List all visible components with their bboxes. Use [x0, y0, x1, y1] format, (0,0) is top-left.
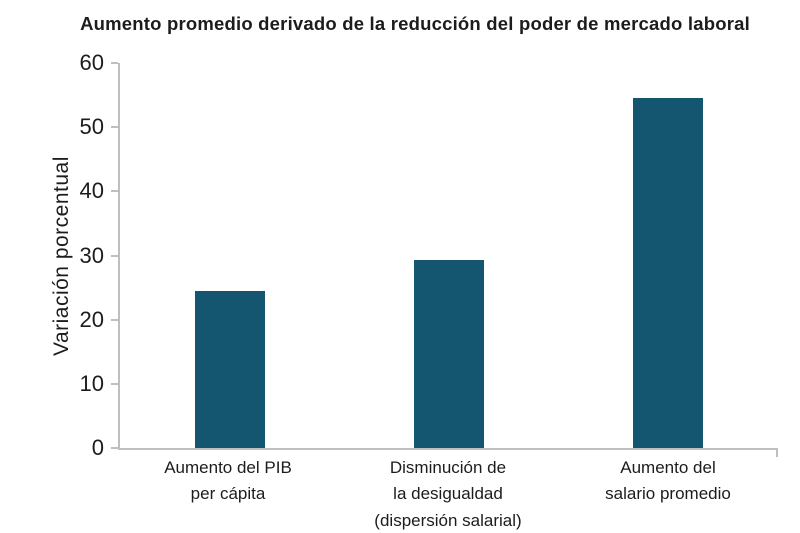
y-tick-label: 50	[79, 114, 104, 140]
y-tick-label: 20	[79, 306, 104, 332]
y-tick-label: 30	[79, 242, 104, 268]
y-tick-mark	[111, 126, 118, 129]
y-tick-label: 0	[91, 435, 104, 460]
y-tick-mark	[111, 318, 118, 321]
y-tick-label: 40	[79, 178, 104, 204]
y-axis-ticks: 0 10 20 30 40 50 60	[62, 52, 108, 459]
plot-area	[111, 62, 778, 457]
bar-3	[633, 98, 704, 448]
chart-title: Aumento promedio derivado de la reducció…	[80, 13, 750, 34]
bar-1	[194, 290, 265, 448]
y-tick-mark	[111, 62, 118, 64]
y-tick-mark	[111, 190, 118, 193]
bar-2	[414, 260, 484, 448]
x-axis-labels: Aumento del PIB per cápita Disminución de…	[118, 455, 778, 533]
y-tick-mark	[111, 382, 118, 385]
x-category-label: Disminución de la desigualdad (dispersió…	[374, 458, 522, 530]
y-tick-mark	[111, 447, 118, 449]
y-tick-mark	[111, 254, 118, 257]
y-tick-label: 10	[79, 370, 104, 396]
x-category-label: Aumento del salario promedio	[605, 458, 731, 504]
y-tick-label: 60	[79, 50, 104, 75]
x-category-label: Aumento del PIB per cápita	[164, 458, 292, 504]
bars-container	[120, 63, 778, 448]
